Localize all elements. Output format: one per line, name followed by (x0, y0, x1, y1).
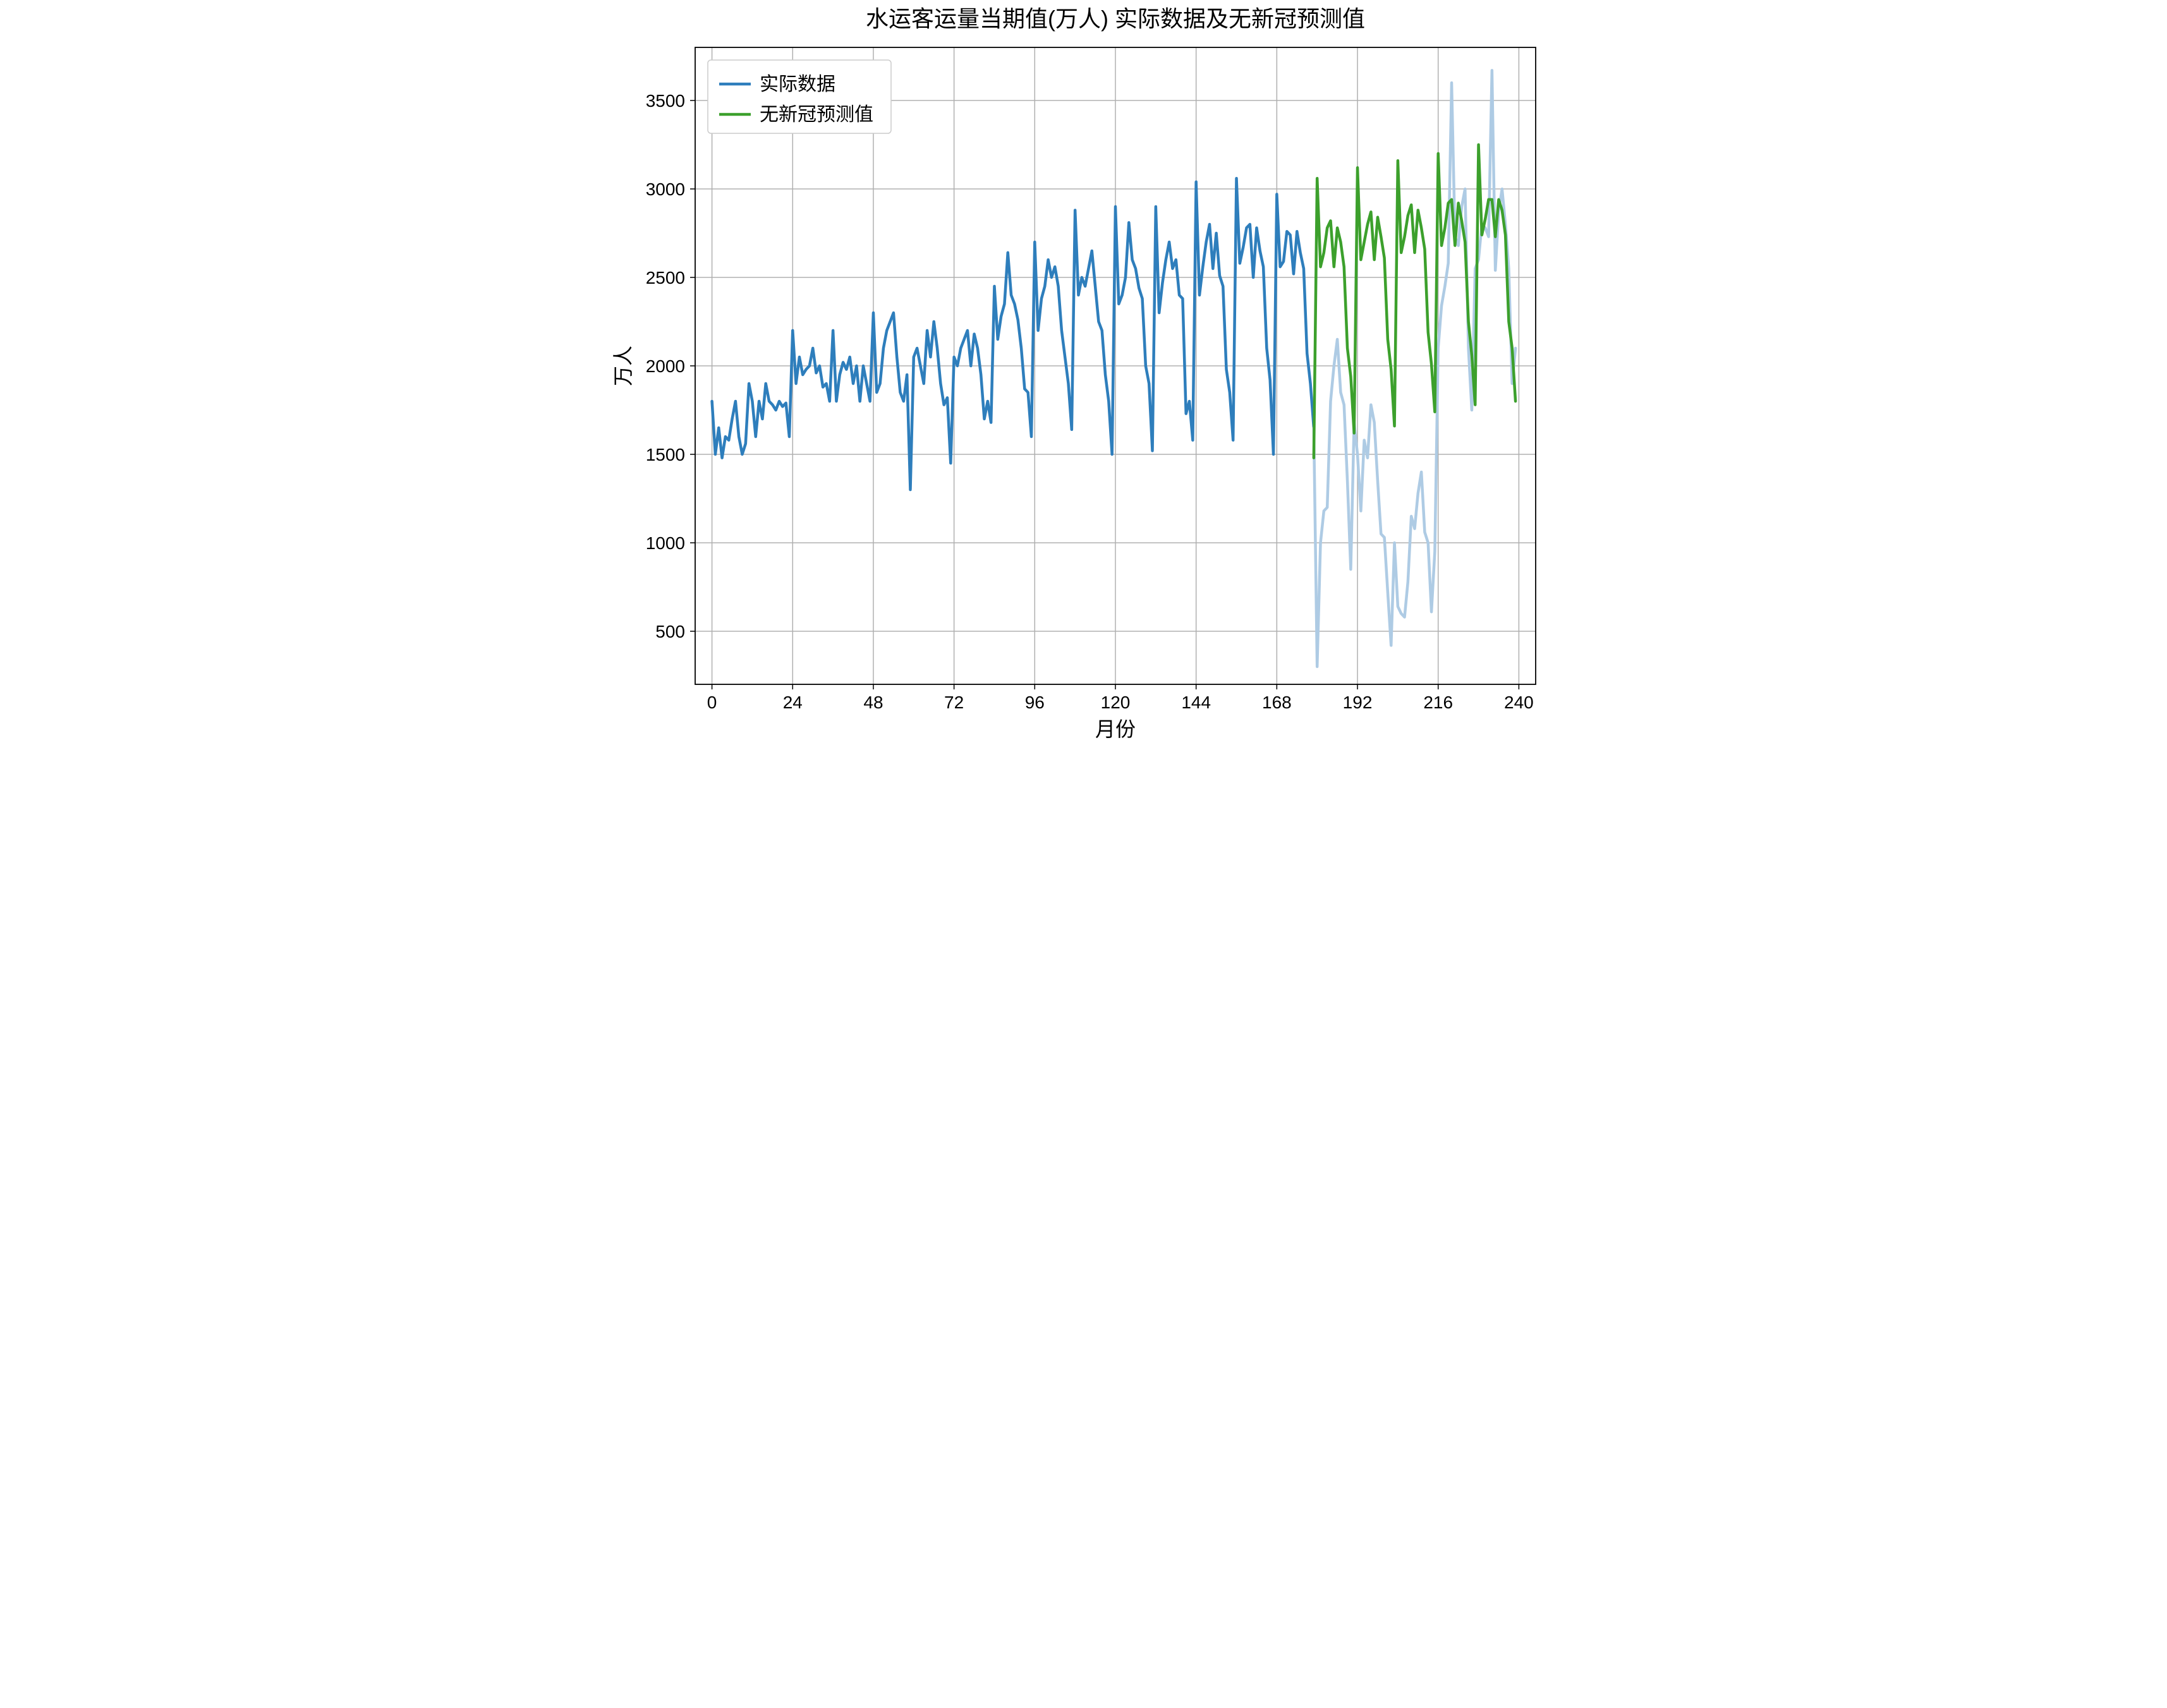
y-tick-label: 1500 (645, 445, 684, 464)
x-tick-label: 120 (1100, 693, 1130, 712)
x-axis-label: 月份 (1095, 718, 1135, 741)
line-chart: 0 24 48 72 96 120 144 168 192 216 240 500 1000 1500 20… (604, 0, 1564, 757)
y-tick-label: 3000 (645, 179, 684, 199)
x-tick-label: 192 (1342, 693, 1372, 712)
x-tick-label: 240 (1504, 693, 1534, 712)
y-axis-label: 万人 (612, 346, 634, 386)
x-tick-label: 216 (1423, 693, 1453, 712)
chart-title: 水运客运量当期值(万人) 实际数据及无新冠预测值 (866, 6, 1365, 32)
y-tick-label: 2000 (645, 356, 684, 376)
y-tick-label: 500 (655, 622, 685, 641)
x-tick-label: 144 (1181, 693, 1211, 712)
y-tick-label: 1000 (645, 533, 684, 553)
x-tick-label: 168 (1262, 693, 1292, 712)
series-actual_pre (712, 178, 1313, 490)
grid (695, 47, 1536, 684)
legend-label: 无新冠预测值 (760, 104, 873, 125)
x-tick-label: 48 (863, 693, 883, 712)
x-tick-label: 0 (707, 693, 717, 712)
legend-label: 实际数据 (760, 74, 835, 95)
y-tick-label: 3500 (645, 91, 684, 111)
x-tick-label: 24 (782, 693, 802, 712)
legend: 实际数据无新冠预测值 (708, 60, 891, 133)
chart-container: 0 24 48 72 96 120 144 168 192 216 240 500 1000 1500 20… (604, 0, 1564, 757)
data-lines (712, 70, 1515, 667)
x-tick-label: 96 (1024, 693, 1044, 712)
x-tick-label: 72 (944, 693, 964, 712)
y-tick-label: 2500 (645, 268, 684, 288)
series-actual_post_faded (1313, 70, 1515, 667)
